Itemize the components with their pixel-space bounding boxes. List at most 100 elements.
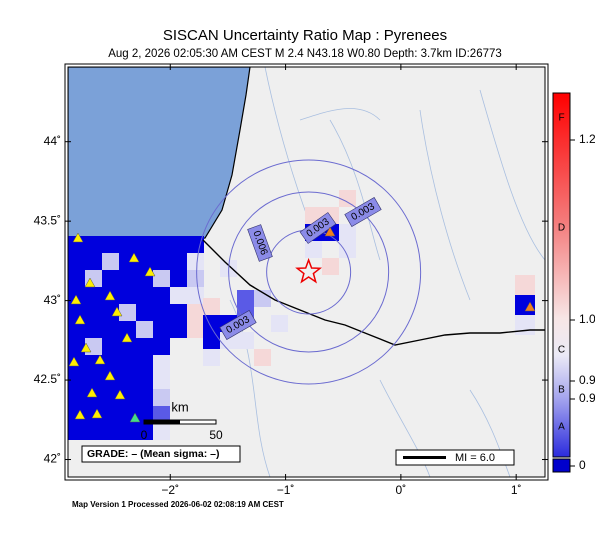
station [74,409,86,420]
cell [102,372,119,389]
cell [153,423,170,440]
cell [153,389,170,406]
cb-value: 0.9 [579,373,595,387]
cell [85,236,102,253]
cell [136,372,153,389]
grade-letter: D [558,223,565,234]
station [144,266,156,277]
cell [153,406,170,423]
cell [153,338,170,355]
cell [203,332,220,349]
contour [196,159,422,385]
cell [153,287,170,304]
station [104,370,116,381]
contour-label-box [344,197,382,227]
station [91,408,103,419]
cell [153,304,170,321]
cb-value: 0.9 [579,391,595,405]
cell [68,372,85,389]
station [74,314,86,325]
lat-label: 44˚ [44,134,61,148]
lat-label: 43˚ [44,293,61,307]
cell [119,287,136,304]
grade-box [81,445,241,463]
frame [67,66,546,478]
cell [153,236,170,253]
station [129,412,141,423]
station [94,354,106,365]
cell [203,349,220,366]
cell [203,298,220,315]
river [379,379,431,477]
cell [136,321,153,338]
cell [136,304,153,321]
cell [102,338,119,355]
footer: Map Version 1 Processed 2026-06-02 02:08… [72,500,284,509]
contour [228,191,390,353]
colorbar-zero [552,458,571,473]
cell [339,241,356,258]
cell [85,372,102,389]
station [121,332,133,343]
cell [68,304,85,321]
cell [119,423,136,440]
lon-label: 0˚ [396,483,407,497]
cell [170,236,187,253]
lon-label: −1˚ [277,483,295,497]
lat-label: 43.5˚ [34,213,61,227]
cell [515,275,535,295]
cell [187,321,204,338]
cell [102,406,119,423]
cell [305,241,322,258]
cell [187,287,204,304]
cell [271,315,288,332]
cell [153,355,170,372]
station [524,301,536,312]
lon-label: 1˚ [511,483,522,497]
station [111,306,123,317]
cell [203,315,220,332]
colorbar [552,92,571,458]
cell [170,270,187,287]
cell [170,321,187,338]
cell [102,236,119,253]
cell [102,423,119,440]
contour-label-box [299,212,337,244]
cell [339,190,356,207]
border [202,239,545,346]
lon-label: −2˚ [161,483,179,497]
river [419,109,471,301]
scale-label: 0 [141,428,148,442]
cell [102,355,119,372]
station [128,252,140,263]
station [114,389,126,400]
title: SISCAN Uncertainty Ratio Map : Pyrenees [163,27,447,44]
cell [237,332,254,349]
cell [119,355,136,372]
contour-label-box [247,224,273,262]
cell [515,295,535,315]
cell [153,253,170,270]
cell [187,304,204,321]
river [469,389,511,477]
station [70,294,82,305]
river [299,108,381,121]
cell [68,270,85,287]
contour-label-box [219,310,257,340]
cell [85,304,102,321]
station [68,356,80,367]
cell [153,372,170,389]
cell [153,321,170,338]
lat-label: 42.5˚ [34,372,61,386]
cell [136,287,153,304]
cell [136,338,153,355]
cell [119,389,136,406]
grade-letter: A [558,422,565,433]
frame-outer [64,63,549,481]
scale-bar-fill [144,420,180,424]
cell [68,389,85,406]
cell [119,236,136,253]
station [86,387,98,398]
